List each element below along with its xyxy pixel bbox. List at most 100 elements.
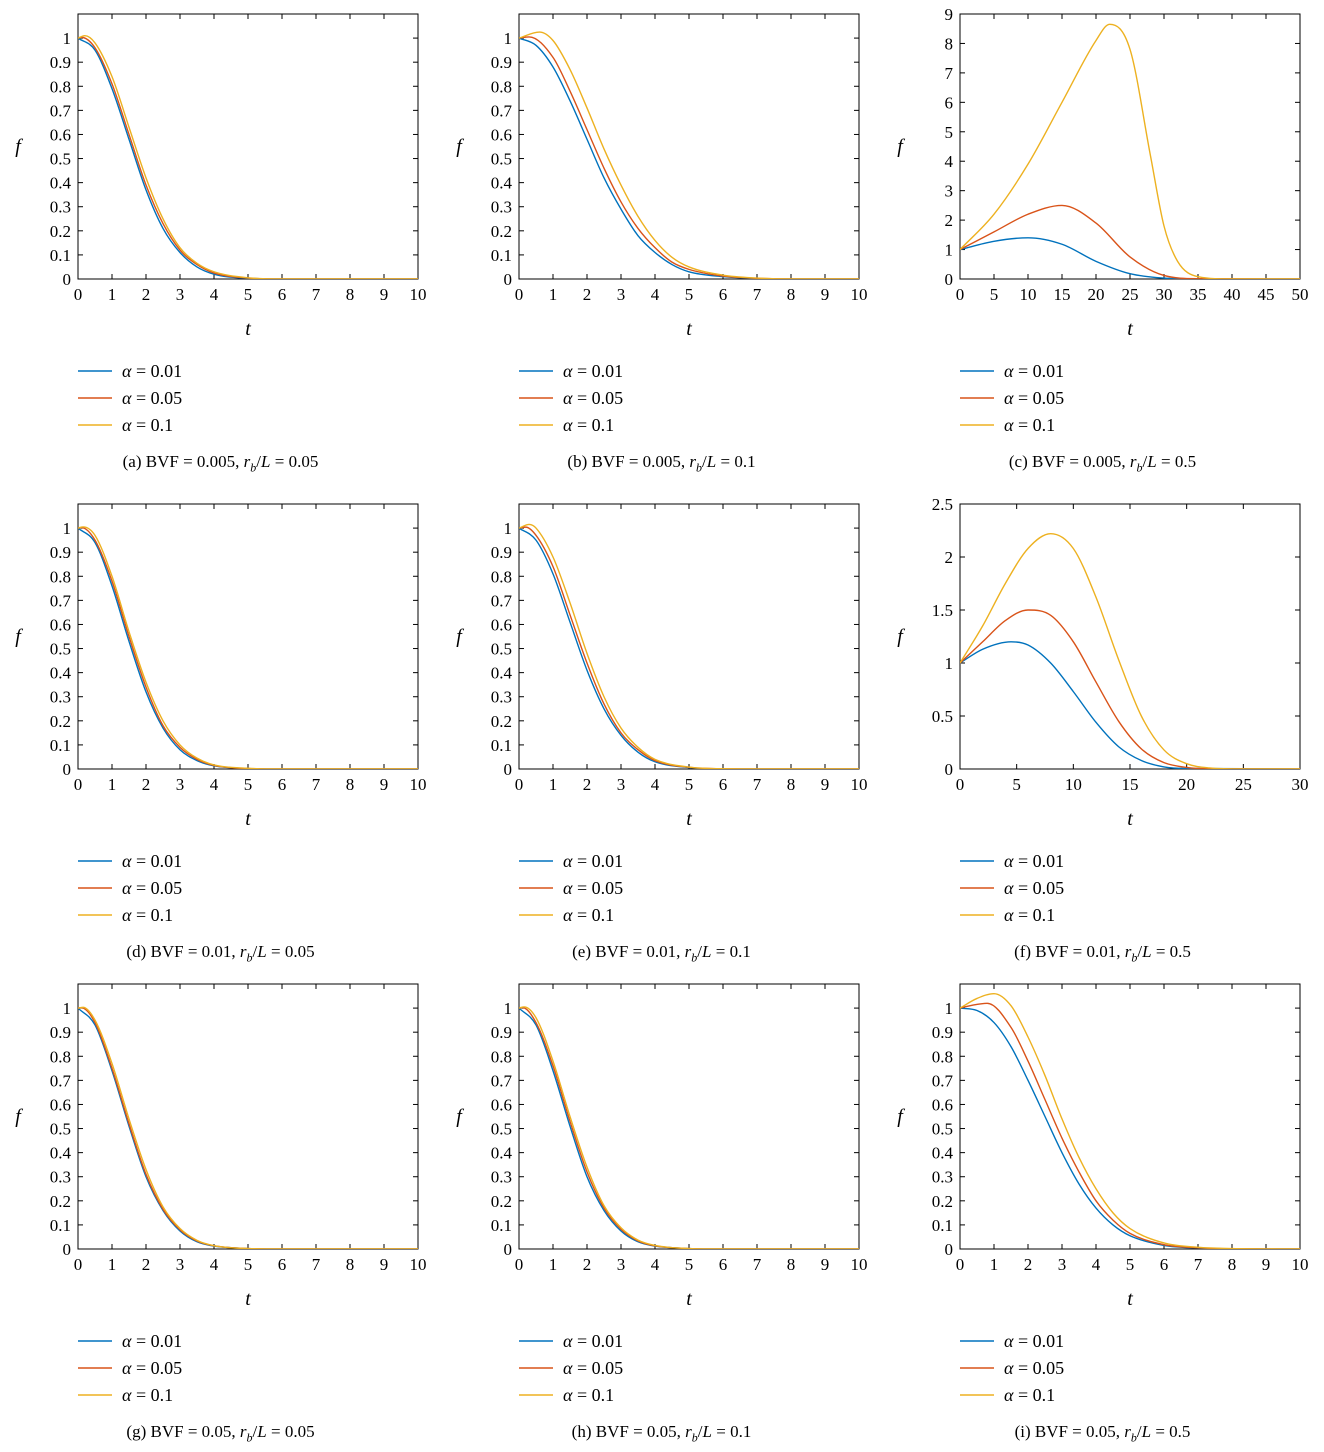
x-tick-label: 6: [278, 1255, 287, 1274]
series-line-1: [519, 1007, 859, 1249]
series-line-3: [78, 1006, 418, 1249]
y-tick-label: 0.8: [50, 1047, 71, 1066]
chart-svg-e: 0 1 2 3 4 5 6 7 8 9 10 0 0.1 0.2 0.3 0.4 0.5 0.6 0.7 0.8 0.9…: [456, 503, 868, 925]
x-tick-label: 4: [651, 775, 660, 794]
y-axis-label: f: [897, 136, 905, 158]
x-tick-label: 20: [1178, 775, 1195, 794]
y-tick-label: 5: [945, 123, 954, 142]
x-tick-label: 2: [583, 285, 592, 304]
y-tick-label: 2: [945, 548, 954, 567]
y-tick-label: 1: [63, 519, 72, 538]
y-tick-label: 0.7: [50, 101, 72, 120]
y-tick-label: 0.2: [50, 1192, 71, 1211]
x-tick-label: 6: [719, 285, 728, 304]
x-tick-label: 8: [787, 1255, 796, 1274]
y-tick-label: 0: [504, 760, 513, 779]
y-tick-label: 0.8: [932, 1047, 953, 1066]
legend-label: α = 0.05: [122, 1358, 182, 1378]
y-tick-label: 0.4: [50, 174, 72, 193]
legend-label: α = 0.01: [1004, 1331, 1064, 1351]
y-tick-label: 7: [945, 64, 954, 83]
x-tick-label: 7: [1194, 1255, 1203, 1274]
x-tick-label: 7: [753, 1255, 762, 1274]
x-tick-label: 6: [719, 1255, 728, 1274]
y-axis-label: f: [15, 626, 23, 648]
x-tick-label: 4: [651, 285, 660, 304]
x-axis-label: t: [686, 318, 692, 340]
x-axis-label: t: [686, 808, 692, 830]
y-tick-label: 0.6: [491, 125, 512, 144]
panel-caption: (i) BVF = 0.05, rb/L = 0.5: [1014, 1422, 1191, 1445]
legend-label: α = 0.05: [1004, 388, 1064, 408]
x-tick-label: 15: [1122, 775, 1139, 794]
y-tick-label: 0.1: [491, 246, 512, 265]
x-tick-label: 3: [617, 285, 626, 304]
y-tick-label: 0.6: [491, 1095, 512, 1114]
x-tick-label: 6: [719, 775, 728, 794]
series-line-1: [960, 1007, 1300, 1249]
x-tick-label: 3: [1058, 1255, 1067, 1274]
x-tick-label: 0: [515, 775, 524, 794]
x-tick-label: 5: [685, 285, 694, 304]
x-tick-label: 0: [956, 285, 965, 304]
x-tick-label: 9: [821, 1255, 830, 1274]
legend-label: α = 0.01: [122, 1331, 182, 1351]
y-tick-label: 0.9: [50, 1023, 71, 1042]
x-tick-label: 0: [74, 1255, 83, 1274]
panel-caption: (a) BVF = 0.005, rb/L = 0.05: [122, 452, 319, 475]
x-tick-label: 8: [787, 775, 796, 794]
y-tick-label: 0.7: [50, 1071, 72, 1090]
x-axis-label: t: [1127, 808, 1133, 830]
y-tick-label: 1: [63, 29, 72, 48]
x-tick-label: 0: [515, 285, 524, 304]
legend-label: α = 0.1: [122, 905, 173, 925]
legend-label: α = 0.05: [1004, 878, 1064, 898]
y-axis-label: f: [897, 626, 905, 648]
legend-label: α = 0.1: [1004, 415, 1055, 435]
legend-label: α = 0.1: [122, 415, 173, 435]
y-tick-label: 0.4: [491, 174, 513, 193]
x-tick-label: 5: [990, 285, 999, 304]
y-tick-label: 0.3: [50, 198, 71, 217]
y-tick-label: 0.2: [50, 222, 71, 241]
axes-box: [77, 13, 419, 280]
x-tick-label: 5: [685, 1255, 694, 1274]
y-tick-label: 3: [945, 182, 954, 201]
y-tick-label: 1: [63, 999, 72, 1018]
series-line-2: [960, 204, 1300, 279]
legend-label: α = 0.05: [122, 388, 182, 408]
chart-svg-a: 0 1 2 3 4 5 6 7 8 9 10 0 0.1 0.2 0.3 0.4 0.5 0.6 0.7 0.8 0.9…: [15, 13, 427, 435]
y-axis-label: f: [456, 626, 464, 648]
y-axis-label: f: [897, 1106, 905, 1128]
chart-panel-f: 0 5 10 15 20 25 30 0 0.5 1 1.5 2 2.5 t f α = 0.01 α = 0.…: [882, 490, 1323, 972]
x-tick-label: 2: [583, 775, 592, 794]
x-tick-label: 3: [617, 1255, 626, 1274]
legend-label: α = 0.1: [563, 1385, 614, 1405]
legend-label: α = 0.1: [1004, 1385, 1055, 1405]
y-tick-label: 0.5: [491, 640, 512, 659]
x-tick-label: 20: [1088, 285, 1105, 304]
x-tick-label: 3: [617, 775, 626, 794]
y-tick-label: 0.9: [491, 53, 512, 72]
y-tick-label: 0: [945, 760, 954, 779]
y-tick-label: 0.3: [932, 1168, 953, 1187]
x-tick-label: 5: [1012, 775, 1021, 794]
x-tick-label: 9: [821, 775, 830, 794]
y-tick-label: 0: [945, 270, 954, 289]
y-tick-label: 0.5: [491, 150, 512, 169]
x-tick-label: 4: [651, 1255, 660, 1274]
y-tick-label: 1.5: [932, 601, 953, 620]
x-tick-label: 5: [244, 1255, 253, 1274]
y-tick-label: 0.8: [491, 77, 512, 96]
series-line-1: [78, 37, 418, 279]
x-tick-label: 2: [583, 1255, 592, 1274]
y-tick-label: 0.8: [50, 567, 71, 586]
x-tick-label: 9: [821, 285, 830, 304]
x-tick-label: 6: [278, 775, 287, 794]
chart-panel-g: 0 1 2 3 4 5 6 7 8 9 10 0 0.1 0.2 0.3 0.4 0.5 0.6 0.7 0.8 0.9…: [0, 970, 441, 1452]
x-tick-label: 10: [851, 1255, 868, 1274]
y-tick-label: 0.6: [50, 615, 71, 634]
series-line-1: [78, 1007, 418, 1249]
